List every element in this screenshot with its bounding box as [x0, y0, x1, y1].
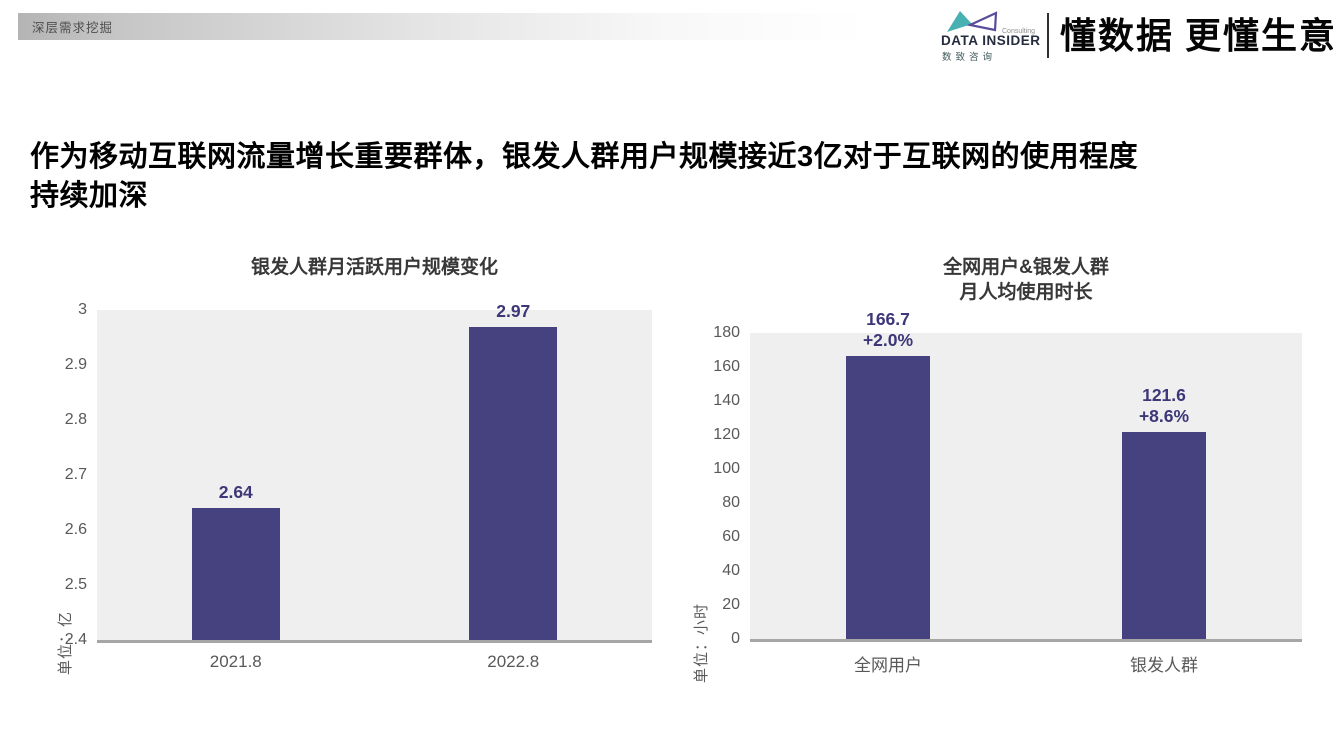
x-tick-label: 2022.8 — [487, 652, 540, 671]
bar — [191, 508, 280, 640]
chart-title: 全网用户&银发人群 月人均使用时长 — [750, 255, 1302, 305]
bar-value-line: 121.6 — [1142, 385, 1186, 406]
chart-title-line: 月人均使用时长 — [959, 282, 1093, 303]
y-tick-label: 2.8 — [64, 411, 87, 428]
brand-consulting-label: Consulting — [1002, 28, 1036, 35]
bar-value-label: 166.7 +2.0% — [818, 309, 958, 351]
data-insider-logo-icon — [947, 11, 998, 32]
chart-title-line: 银发人群月活跃用户规模变化 — [250, 257, 498, 278]
x-tick-label: 全网用户 — [854, 656, 922, 675]
y-tick-label: 3 — [78, 301, 87, 318]
bar — [469, 326, 558, 640]
page-title-line-2: 持续加深 — [30, 180, 149, 212]
y-tick-label: 180 — [713, 324, 740, 341]
y-tick-label: 2.4 — [64, 631, 87, 648]
bar-value-label: 121.6 +8.6% — [1094, 385, 1234, 427]
chart-monthly-usage-hours: 全网用户&银发人群 月人均使用时长 单位：小时 180 160 140 120 100 8… — [680, 255, 1330, 710]
y-tick-label: 20 — [722, 596, 740, 613]
y-tick-label: 2.5 — [64, 576, 87, 593]
bar-value-line: 2.64 — [218, 482, 253, 502]
y-tick-label: 2.6 — [64, 521, 87, 538]
x-tick-label: 银发人群 — [1130, 656, 1198, 675]
y-tick-label: 60 — [722, 528, 740, 545]
bar-value-line: 166.7 — [866, 308, 910, 329]
x-tick-label: 2021.8 — [209, 652, 262, 671]
header-section-bar: 深层需求挖掘 — [18, 13, 1018, 40]
brand-header: DATA INSIDER Consulting 数致咨询 懂数据 更懂生意 — [938, 6, 1333, 64]
bar — [846, 355, 930, 639]
brand-name-chinese: 数致咨询 — [942, 52, 997, 63]
brand-tagline: 懂数据 更懂生意 — [1060, 16, 1333, 56]
y-tick-label: 100 — [713, 460, 740, 477]
y-tick-label: 2.9 — [64, 356, 87, 373]
page-title-line-1: 作为移动互联网流量增长重要群体，银发人群用户规模接近3亿对于互联网的使用程度 — [30, 141, 1139, 173]
y-tick-label: 120 — [713, 426, 740, 443]
y-tick-label: 160 — [713, 358, 740, 375]
bar-value-line: 2.97 — [496, 300, 531, 321]
bar — [1122, 432, 1206, 639]
bar-value-label: 2.97 — [443, 301, 583, 322]
chart-silver-mau: 银发人群月活跃用户规模变化 单位：亿 3 2.9 2.8 2.7 2.6 2.5 2.4 2.… — [30, 255, 675, 710]
y-tick-label: 40 — [722, 562, 740, 579]
logo-divider — [1047, 13, 1049, 58]
y-tick-label: 0 — [731, 630, 740, 647]
chart-title: 银发人群月活跃用户规模变化 — [97, 255, 652, 280]
chart-title-line: 全网用户&银发人群 — [943, 257, 1109, 278]
plot-area — [750, 333, 1302, 642]
y-tick-label: 140 — [713, 392, 740, 409]
plot-area — [97, 310, 652, 643]
page-title: 作为移动互联网流量增长重要群体，银发人群用户规模接近3亿对于互联网的使用程度 持… — [30, 138, 1315, 216]
bar-value-line: +2.0% — [862, 329, 914, 350]
bar-value-label: 2.64 — [166, 482, 306, 503]
y-tick-label: 2.7 — [64, 466, 87, 483]
y-tick-label: 80 — [722, 494, 740, 511]
bar-value-line: +8.6% — [1138, 406, 1190, 427]
section-title: 深层需求挖掘 — [32, 21, 114, 35]
brand-name: DATA INSIDER — [941, 33, 1041, 48]
